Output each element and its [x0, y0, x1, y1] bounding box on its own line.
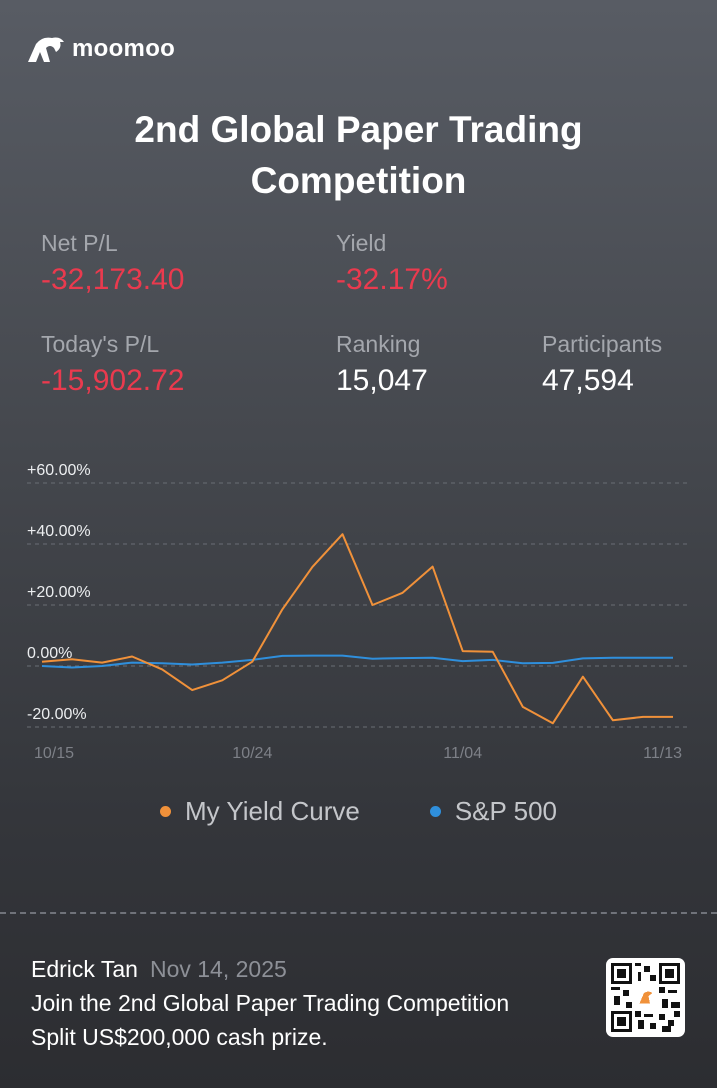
- x-tick-label: 11/13: [643, 745, 682, 762]
- stat-label: Net P/L: [41, 230, 118, 256]
- brand-name: moomoo: [72, 35, 176, 62]
- x-tick-label: 10/15: [34, 745, 74, 762]
- y-tick-label: +60.00%: [27, 462, 91, 479]
- moomoo-logo: moomoo: [26, 34, 175, 64]
- legend-item-sp500: S&P 500: [429, 796, 557, 827]
- stat-todays-pl: Today's P/L -15,902.72: [41, 330, 184, 400]
- bull-icon: [28, 37, 64, 62]
- stat-yield: Yield -32.17%: [336, 229, 448, 299]
- stat-value: -15,902.72: [41, 364, 185, 397]
- stat-label: Yield: [336, 230, 387, 256]
- stat-value: -32.17%: [336, 263, 448, 296]
- legend-dot: [159, 806, 171, 817]
- y-tick-label: +40.00%: [27, 523, 91, 540]
- page-title: 2nd Global Paper Trading Competition: [134, 109, 583, 201]
- y-tick-label: -20.00%: [27, 706, 87, 723]
- stat-label: Today's P/L: [41, 331, 160, 357]
- promo-line-1: Join the 2nd Global Paper Trading Compet…: [31, 990, 510, 1016]
- x-tick-label: 10/24: [232, 745, 272, 762]
- my-yield-curve-line: [41, 533, 673, 725]
- stat-net-pl: Net P/L -32,173.40: [41, 229, 184, 299]
- chart-legend: My Yield Curve S&P 500: [0, 796, 717, 827]
- promo-line-2: Split US$200,000 cash prize.: [31, 1024, 328, 1050]
- stat-value: 47,594: [542, 364, 634, 397]
- y-tick-label: +20.00%: [27, 584, 91, 601]
- stat-ranking: Ranking 15,047: [336, 330, 428, 400]
- user-name: Edrick Tan: [31, 956, 138, 982]
- x-tick-label: 11/04: [443, 745, 482, 762]
- legend-label: S&P 500: [454, 796, 557, 826]
- stat-value: -32,173.40: [41, 263, 185, 296]
- share-date: Nov 14, 2025: [149, 956, 287, 982]
- legend-label: My Yield Curve: [184, 796, 360, 826]
- legend-dot: [429, 806, 441, 817]
- stat-value: 15,047: [336, 364, 428, 397]
- stat-participants: Participants 47,594: [542, 330, 662, 400]
- stat-label: Participants: [542, 331, 663, 357]
- qr-code: [606, 958, 685, 1037]
- legend-item-my-yield: My Yield Curve: [159, 796, 360, 827]
- y-tick-label: 0.00%: [27, 645, 72, 662]
- footer: Edrick Tan Nov 14, 2025 Join the 2nd Glob…: [31, 952, 509, 1054]
- qr-code-icon: [611, 963, 680, 1032]
- divider: [0, 912, 717, 914]
- stat-label: Ranking: [336, 331, 421, 357]
- yield-chart: +60.00% +40.00% +20.00% 0.00% -20.00% 10/15 10…: [27, 462, 688, 762]
